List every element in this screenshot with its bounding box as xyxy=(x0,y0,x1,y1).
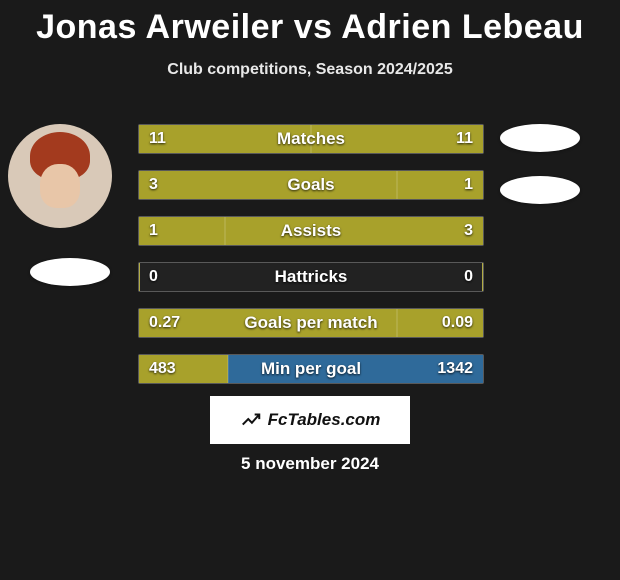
vs-text: vs xyxy=(294,8,333,46)
stat-row: 31Goals xyxy=(138,170,484,200)
stat-label: Goals xyxy=(139,171,483,199)
stat-row: 4831342Min per goal xyxy=(138,354,484,384)
stat-row: 00Hattricks xyxy=(138,262,484,292)
source-logo: FcTables.com xyxy=(210,396,410,444)
player-right-name: Adrien Lebeau xyxy=(341,8,584,46)
date-text: 5 november 2024 xyxy=(0,454,620,474)
stat-label: Matches xyxy=(139,125,483,153)
subtitle: Club competitions, Season 2024/2025 xyxy=(0,61,620,79)
chart-icon xyxy=(240,409,262,431)
stat-label: Goals per match xyxy=(139,309,483,337)
player-right-club-badge xyxy=(500,124,580,152)
page-title: Jonas Arweiler vs Adrien Lebeau xyxy=(0,0,620,47)
player-left-avatar xyxy=(8,124,112,228)
player-left-flag xyxy=(30,258,110,286)
stat-label: Min per goal xyxy=(139,355,483,383)
player-left-name: Jonas Arweiler xyxy=(36,8,284,46)
stat-label: Assists xyxy=(139,217,483,245)
player-right-flag xyxy=(500,176,580,204)
stat-row: 0.270.09Goals per match xyxy=(138,308,484,338)
source-logo-text: FcTables.com xyxy=(268,410,381,430)
stat-label: Hattricks xyxy=(139,263,483,291)
stats-container: 1111Matches 31Goals 13Assists 00Hattricks 0.… xyxy=(138,124,484,400)
stat-row: 13Assists xyxy=(138,216,484,246)
stat-row: 1111Matches xyxy=(138,124,484,154)
